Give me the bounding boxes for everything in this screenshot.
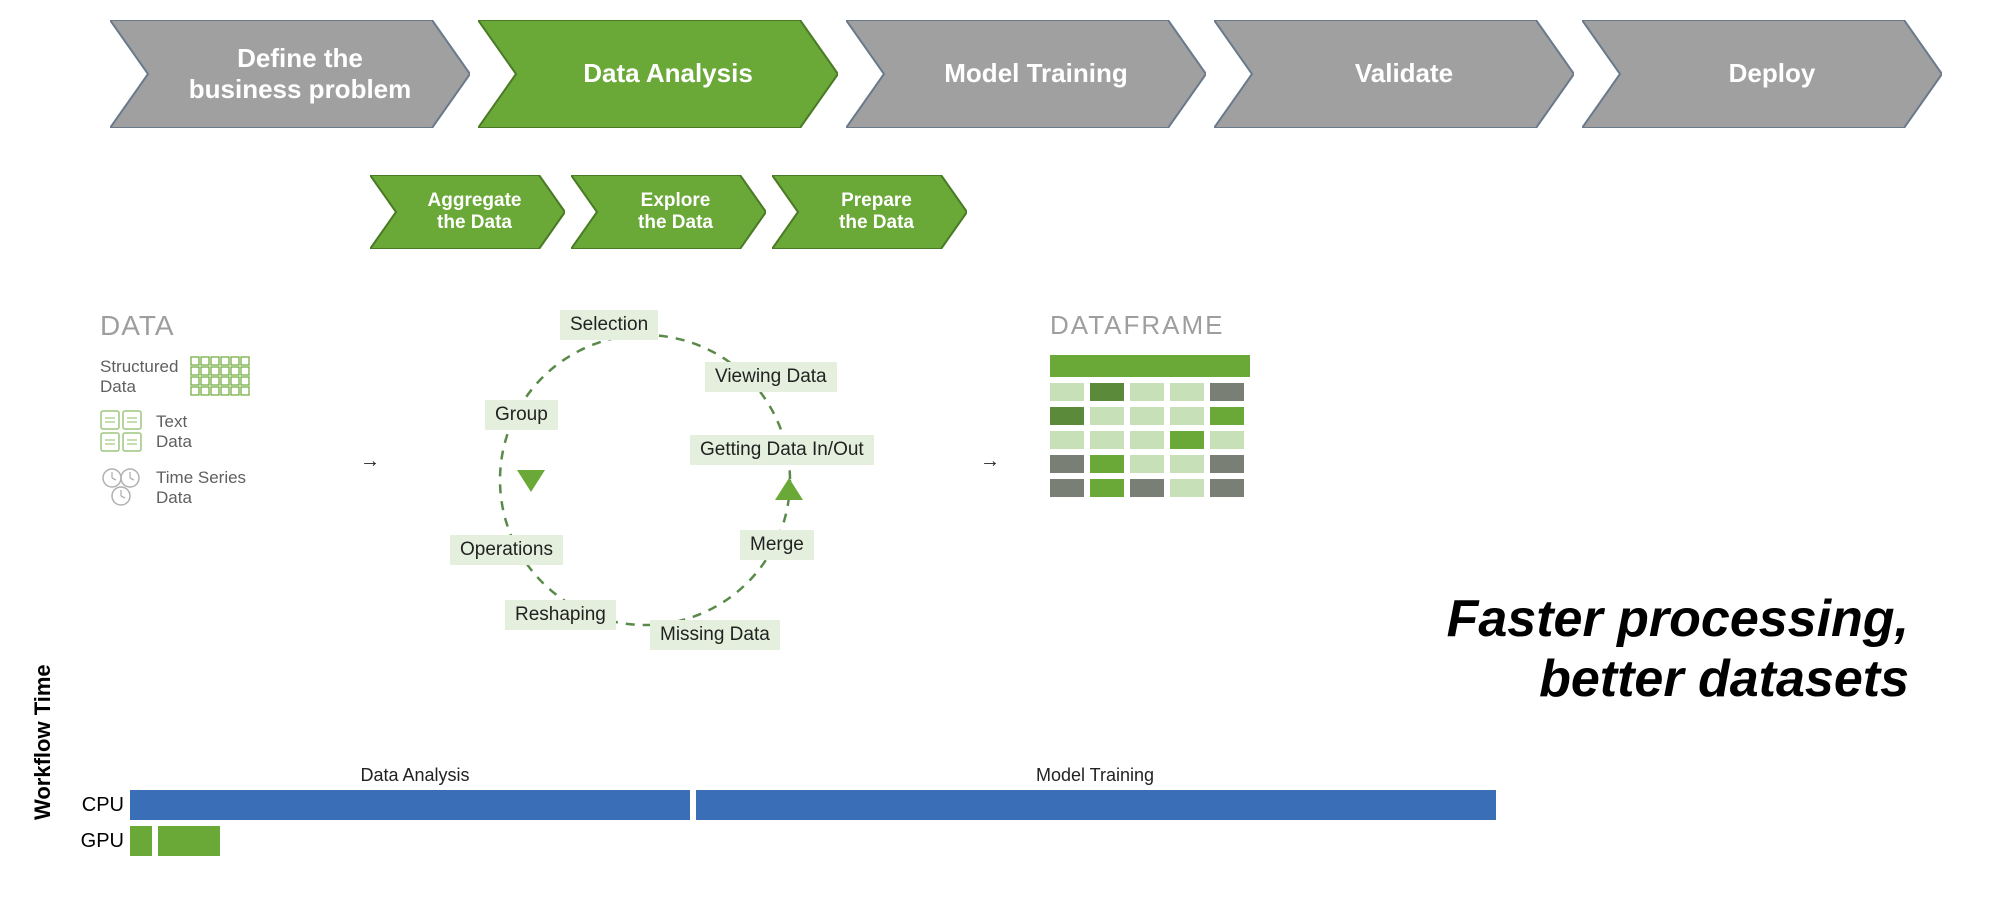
pipeline-step: Define the business problem (110, 20, 470, 128)
data-item-label: Structured Data (100, 357, 178, 396)
workflow-bar (696, 790, 1496, 820)
time-series-icon (100, 466, 144, 510)
data-heading: DATA (100, 310, 320, 342)
dataframe-row (1050, 431, 1250, 449)
pipeline-chevrons: Define the business problem Data Analysi… (110, 20, 1942, 128)
workflow-bar-track (130, 790, 1496, 820)
dataframe-cell (1090, 431, 1124, 449)
dataframe-cell (1130, 479, 1164, 497)
pipeline-step: Deploy (1582, 20, 1942, 128)
pipeline-step-label: Data Analysis (583, 58, 753, 89)
workflow-segment-label: Model Training (695, 765, 1495, 786)
pipeline-step-label: Validate (1355, 58, 1453, 89)
data-item: Text Data (100, 410, 320, 454)
workflow-bar (130, 826, 152, 856)
workflow-row-label: GPU (75, 830, 130, 853)
dataframe-cell (1210, 431, 1244, 449)
cycle-arrow-down-icon (517, 470, 545, 497)
workflow-bar (130, 790, 690, 820)
workflow-segment-labels: Data AnalysisModel Training (135, 765, 1515, 786)
pipeline-step-label: Model Training (944, 58, 1127, 89)
data-item: Structured Data (100, 356, 320, 398)
workflow-axis-label: Workflow Time (30, 664, 56, 820)
dataframe-cell (1130, 455, 1164, 473)
cycle-label: Missing Data (650, 620, 780, 650)
dataframe-cell (1170, 455, 1204, 473)
subpipeline-step-label: Prepare the Data (839, 190, 914, 234)
tagline-text: Faster processing, better datasets (1447, 590, 1909, 710)
cycle-label: Viewing Data (705, 362, 837, 392)
dataframe-cell (1050, 407, 1084, 425)
dataframe-cell (1210, 383, 1244, 401)
data-item-label: Time Series Data (156, 468, 246, 507)
cycle-label: Group (485, 400, 558, 430)
data-item-label: Text Data (156, 412, 192, 451)
dataframe-cell (1170, 479, 1204, 497)
dataframe-cell (1050, 383, 1084, 401)
dataframe-cell (1210, 479, 1244, 497)
subpipeline-chevrons: Aggregate the Data Explore the Data Prep… (370, 175, 967, 249)
cycle-diagram: SelectionViewing DataGroupGetting Data I… (430, 300, 860, 660)
dataframe-cell (1130, 383, 1164, 401)
pipeline-step-label: Deploy (1729, 58, 1816, 89)
dataframe-cell (1050, 431, 1084, 449)
pipeline-step: Validate (1214, 20, 1574, 128)
dataframe-cell (1130, 431, 1164, 449)
dataframe-grid (1050, 355, 1250, 497)
dataframe-cell (1210, 407, 1244, 425)
data-section: DATA Structured Data Text Data (100, 310, 320, 522)
text-data-icon (100, 410, 144, 454)
dataframe-section: DATAFRAME (1050, 310, 1250, 497)
structured-data-icon (190, 356, 252, 398)
dataframe-row (1050, 407, 1250, 425)
pipeline-step-label: Define the business problem (189, 43, 412, 105)
dataframe-cell (1170, 407, 1204, 425)
dataframe-row (1050, 383, 1250, 401)
cycle-label: Getting Data In/Out (690, 435, 874, 465)
pipeline-step: Model Training (846, 20, 1206, 128)
cycle-label: Merge (740, 530, 814, 560)
workflow-segment-label: Data Analysis (135, 765, 695, 786)
workflow-bar (158, 826, 220, 856)
arrow-data-to-cycle-icon: → (360, 450, 380, 473)
cycle-label: Reshaping (505, 600, 616, 630)
dataframe-cell (1090, 383, 1124, 401)
subpipeline-step: Aggregate the Data (370, 175, 565, 249)
dataframe-row (1050, 479, 1250, 497)
dataframe-heading: DATAFRAME (1050, 310, 1250, 341)
pipeline-step: Data Analysis (478, 20, 838, 128)
cycle-arrow-up-icon (775, 478, 803, 505)
dataframe-cell (1090, 479, 1124, 497)
workflow-chart: Data AnalysisModel TrainingCPUGPU (75, 765, 1515, 862)
cycle-label: Selection (560, 310, 658, 340)
dataframe-header (1050, 355, 1250, 377)
data-item: Time Series Data (100, 466, 320, 510)
dataframe-cell (1050, 479, 1084, 497)
arrow-cycle-to-dataframe-icon: → (980, 450, 1000, 473)
subpipeline-step: Explore the Data (571, 175, 766, 249)
dataframe-cell (1170, 383, 1204, 401)
cycle-label: Operations (450, 535, 563, 565)
dataframe-cell (1170, 431, 1204, 449)
subpipeline-step-label: Explore the Data (638, 190, 713, 234)
workflow-bar-track (130, 826, 220, 856)
subpipeline-step-label: Aggregate the Data (428, 190, 522, 234)
dataframe-cell (1050, 455, 1084, 473)
workflow-row: GPU (75, 826, 1515, 856)
dataframe-cell (1090, 455, 1124, 473)
dataframe-cell (1130, 407, 1164, 425)
dataframe-cell (1210, 455, 1244, 473)
workflow-row: CPU (75, 790, 1515, 820)
subpipeline-step: Prepare the Data (772, 175, 967, 249)
dataframe-cell (1090, 407, 1124, 425)
dataframe-row (1050, 455, 1250, 473)
workflow-row-label: CPU (75, 794, 130, 817)
